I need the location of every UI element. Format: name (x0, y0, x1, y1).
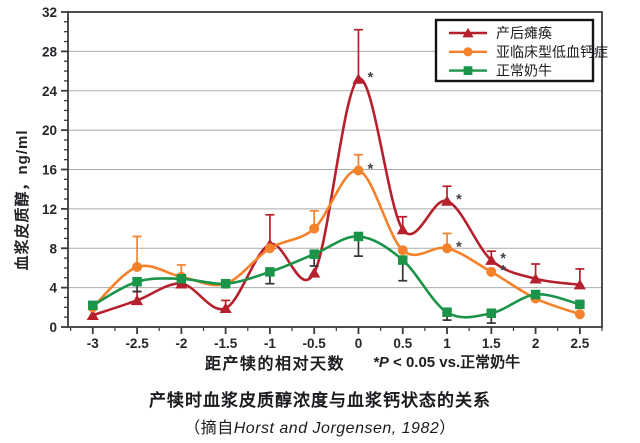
marker-square (309, 249, 319, 259)
marker-circle (264, 243, 275, 254)
marker-square (88, 300, 98, 311)
marker-triangle (308, 267, 321, 278)
figure-caption: 产犊时血浆皮质醇浓度与血浆钙状态的关系 （摘自Horst and Jorgens… (0, 386, 640, 438)
significance-asterisk: * (500, 262, 506, 279)
marker-square (442, 307, 452, 317)
marker-triangle (462, 27, 474, 38)
series-normal-cows (88, 231, 585, 324)
marker-circle (486, 266, 497, 277)
marker-square (176, 274, 187, 284)
figure-source: （摘自Horst and Jorgensen, 1982） (0, 414, 640, 438)
significance-asterisk: * (500, 250, 506, 267)
marker-circle (442, 243, 453, 254)
marker-square (463, 66, 473, 75)
figure-source-citation: Horst and Jorgensen, 1982 (233, 420, 440, 437)
series-line-milk-fever (91, 77, 582, 317)
marker-square (265, 267, 275, 277)
marker-circle (463, 47, 473, 57)
marker-square (353, 231, 364, 242)
significance-asterisk: * (367, 69, 373, 86)
svg-text:0.5: 0.5 (393, 336, 412, 351)
significance-asterisk: * (367, 160, 373, 177)
marker-triangle (440, 195, 454, 206)
marker-triangle (573, 279, 586, 290)
marker-square (575, 299, 585, 310)
significance-note-text: < 0.05 vs.正常奶牛 (388, 354, 521, 371)
svg-text:24: 24 (42, 84, 58, 99)
significance-note: *P < 0.05 vs.正常奶牛 (373, 351, 520, 372)
figure-source-prefix: （摘自 (184, 420, 234, 437)
svg-text:0: 0 (355, 336, 363, 351)
cortisol-line-chart: 0 4 8 12 16 20 24 28 32 -3 -2.5 -2 -1.5 -1 -0.5 0 0.5 1 1.… (42, 5, 608, 351)
marker-triangle (130, 294, 144, 306)
marker-circle (353, 165, 364, 176)
legend-label: 亚临床型低血钙症 (496, 44, 608, 60)
figure-title: 产犊时血浆皮质醇浓度与血浆钙状态的关系 (149, 391, 491, 410)
figure-source-suffix: ） (439, 420, 456, 437)
marker-circle (397, 245, 408, 256)
svg-text:2: 2 (532, 336, 540, 351)
svg-text:4: 4 (49, 281, 57, 296)
svg-text:1: 1 (443, 336, 451, 351)
svg-text:-2.5: -2.5 (125, 336, 149, 351)
svg-text:-0.5: -0.5 (303, 336, 327, 351)
legend-item-milk-fever: 产后瘫痪 (449, 25, 552, 41)
svg-text:2.5: 2.5 (570, 336, 589, 351)
svg-text:-1: -1 (264, 336, 276, 351)
marker-circle (574, 309, 585, 320)
y-axis-ticks: 0 4 8 12 16 20 24 28 32 (42, 5, 68, 335)
y-axis-title: 血浆皮质醇，ng/ml (14, 129, 31, 271)
legend-label: 正常奶牛 (496, 63, 552, 79)
marker-triangle (352, 73, 365, 84)
significance-asterisk: * (456, 191, 462, 208)
marker-triangle (396, 223, 409, 235)
marker-triangle (485, 254, 498, 265)
svg-text:32: 32 (42, 5, 57, 20)
svg-text:-3: -3 (87, 336, 99, 351)
svg-text:20: 20 (42, 123, 57, 138)
legend-item-subclinical-hypocalcemia: 亚临床型低血钙症 (449, 44, 608, 60)
legend-label: 产后瘫痪 (496, 25, 552, 41)
marker-triangle (219, 302, 232, 314)
svg-text:1.5: 1.5 (482, 336, 501, 351)
svg-text:16: 16 (42, 163, 58, 178)
marker-square (132, 276, 142, 287)
svg-text:-2: -2 (175, 336, 187, 351)
marker-square (530, 289, 541, 300)
marker-circle (309, 223, 320, 234)
marker-square (486, 308, 497, 318)
marker-circle (132, 261, 143, 272)
marker-square (220, 278, 231, 289)
legend-item-normal-cows: 正常奶牛 (449, 63, 552, 79)
svg-text:12: 12 (42, 202, 57, 217)
series-milk-fever: *** (86, 28, 586, 320)
x-axis-title: 距产犊的相对天数 (205, 356, 346, 373)
svg-text:8: 8 (49, 241, 57, 256)
significance-note-marker: *P (373, 354, 389, 371)
marker-triangle (529, 273, 542, 284)
marker-triangle (86, 309, 99, 320)
svg-text:0: 0 (49, 320, 57, 335)
significance-asterisk: * (456, 238, 462, 255)
svg-text:-1.5: -1.5 (214, 336, 238, 351)
x-axis-ticks: -3 -2.5 -2 -1.5 -1 -0.5 0 0.5 1 1.5 2 2.5 (70, 327, 603, 351)
marker-square (397, 255, 408, 265)
svg-text:28: 28 (42, 44, 58, 59)
